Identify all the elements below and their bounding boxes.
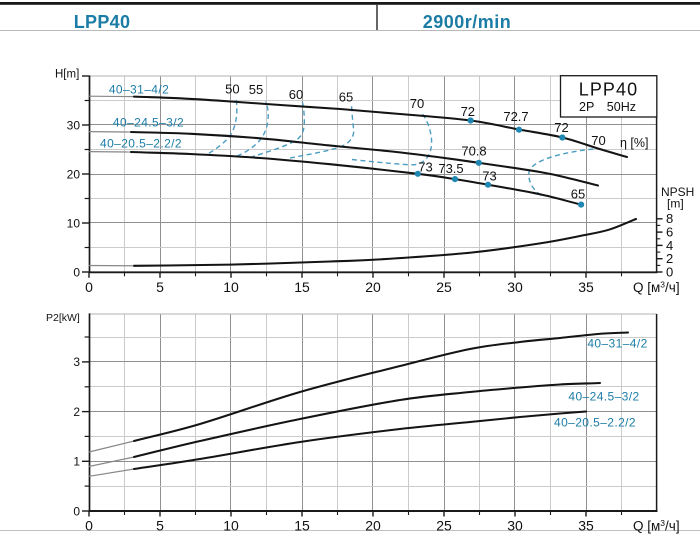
svg-text:55: 55 <box>249 82 263 97</box>
svg-text:25: 25 <box>436 518 452 534</box>
svg-text:0: 0 <box>85 279 93 295</box>
svg-text:0: 0 <box>73 504 80 518</box>
svg-text:40–20.5–2.2/2: 40–20.5–2.2/2 <box>554 416 636 430</box>
svg-text:40–31–4/2: 40–31–4/2 <box>587 336 647 350</box>
svg-text:40–24.5–3/2: 40–24.5–3/2 <box>568 390 639 404</box>
svg-text:4: 4 <box>666 238 673 253</box>
svg-text:70: 70 <box>410 96 424 111</box>
svg-text:6: 6 <box>666 225 673 240</box>
svg-text:10: 10 <box>67 216 81 230</box>
svg-text:Q [м3/ч]: Q [м3/ч] <box>633 518 680 534</box>
svg-text:2P 50Hz: 2P 50Hz <box>579 100 636 114</box>
svg-text:NPSH: NPSH <box>661 185 694 199</box>
svg-text:72: 72 <box>461 104 475 119</box>
svg-text:20: 20 <box>365 518 381 534</box>
svg-text:2900r/min: 2900r/min <box>423 12 512 32</box>
svg-text:0: 0 <box>73 265 80 279</box>
svg-text:10: 10 <box>223 518 239 534</box>
svg-text:50: 50 <box>225 82 239 97</box>
svg-text:30: 30 <box>67 118 81 132</box>
svg-text:73: 73 <box>482 169 496 184</box>
svg-text:35: 35 <box>578 518 594 534</box>
svg-text:73: 73 <box>418 160 432 175</box>
svg-text:15: 15 <box>294 518 310 534</box>
svg-text:8: 8 <box>666 211 673 226</box>
svg-text:0: 0 <box>85 518 93 534</box>
svg-text:15: 15 <box>294 279 310 295</box>
svg-text:η [%]: η [%] <box>620 136 649 150</box>
svg-text:70: 70 <box>591 133 605 148</box>
svg-text:72: 72 <box>554 120 568 135</box>
svg-text:5: 5 <box>156 279 164 295</box>
svg-text:Q [м3/ч]: Q [м3/ч] <box>633 280 680 296</box>
svg-text:60: 60 <box>289 87 303 102</box>
svg-text:P2[kW]: P2[kW] <box>46 312 80 324</box>
svg-text:20: 20 <box>67 167 81 181</box>
svg-text:25: 25 <box>436 279 452 295</box>
svg-text:3: 3 <box>73 355 80 369</box>
svg-text:[m]: [m] <box>667 197 684 211</box>
svg-text:73.5: 73.5 <box>438 161 463 176</box>
svg-text:30: 30 <box>507 518 523 534</box>
svg-text:LPP40: LPP40 <box>579 80 639 100</box>
svg-text:2: 2 <box>73 405 80 419</box>
svg-text:LPP40: LPP40 <box>74 12 131 32</box>
svg-text:72.7: 72.7 <box>503 109 528 124</box>
svg-text:65: 65 <box>571 187 585 202</box>
svg-text:2: 2 <box>666 251 673 266</box>
svg-text:40–24.5–3/2: 40–24.5–3/2 <box>113 116 184 130</box>
svg-text:40–20.5–2.2/2: 40–20.5–2.2/2 <box>100 136 182 150</box>
svg-text:H[m]: H[m] <box>55 69 79 81</box>
svg-text:40–31–4/2: 40–31–4/2 <box>109 83 169 97</box>
svg-text:5: 5 <box>156 518 164 534</box>
svg-text:0: 0 <box>666 264 673 279</box>
svg-text:65: 65 <box>339 90 353 105</box>
svg-text:30: 30 <box>507 279 523 295</box>
svg-text:20: 20 <box>365 279 381 295</box>
svg-text:1: 1 <box>73 455 80 469</box>
svg-text:70.8: 70.8 <box>461 144 486 159</box>
svg-text:35: 35 <box>578 279 594 295</box>
svg-text:10: 10 <box>223 279 239 295</box>
